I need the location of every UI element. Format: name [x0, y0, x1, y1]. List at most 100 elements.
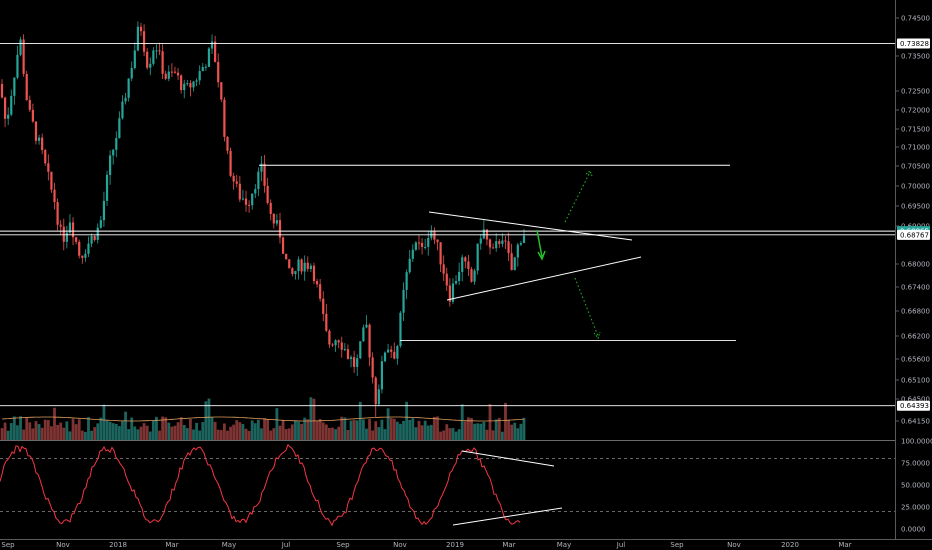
price-tick-label: 0.66800: [901, 308, 930, 316]
candle-body: [139, 26, 143, 32]
volume-bar: [37, 424, 41, 440]
price-axis[interactable]: 0.74500 0.73500 0.72500 0.72000 0.71500 0.710…: [895, 0, 932, 540]
candle-body: [522, 235, 526, 243]
volume-bar: [87, 417, 90, 440]
candle-body: [275, 220, 278, 224]
volume-bar: [139, 426, 143, 440]
candle: [312, 262, 316, 285]
candle-body: [47, 163, 50, 172]
candle-body: [513, 257, 516, 271]
drawings: [0, 43, 895, 407]
time-axis[interactable]: Sep Nov 2018 Mar May Jul Sep Nov 2019 Mar May Jul Se…: [0, 539, 932, 550]
candle-body: [220, 82, 223, 100]
volume-bar: [507, 419, 510, 440]
volume-bar: [90, 430, 93, 440]
candle-body: [152, 50, 155, 64]
candle-body: [41, 137, 44, 151]
price-label-bg: [897, 400, 930, 411]
candle: [220, 82, 223, 102]
candle-body: [467, 261, 470, 270]
candle-body: [371, 357, 374, 378]
volume-bar: [25, 417, 29, 440]
time-tick-label: Nov: [727, 541, 741, 549]
volume-bar: [426, 425, 430, 440]
candle-body: [226, 136, 229, 151]
candle: [356, 354, 359, 377]
volume-bar: [491, 430, 495, 440]
candle: [380, 355, 384, 394]
time-tick-label: Sep: [336, 541, 350, 549]
candle: [96, 223, 99, 244]
volume-bar: [105, 420, 109, 440]
candle-body: [331, 344, 334, 346]
osc-tick-label: 0.0000: [901, 526, 926, 534]
volume-bar: [121, 421, 124, 440]
volume-bar: [297, 421, 300, 440]
candle-body: [312, 265, 316, 282]
candle: [232, 172, 235, 190]
candle-body: [448, 285, 451, 302]
volume-bar: [408, 419, 412, 440]
candle-body: [3, 97, 7, 119]
volume-bar: [429, 424, 433, 440]
candle: [28, 95, 31, 113]
candle-body: [149, 63, 152, 68]
candle: [99, 215, 102, 229]
volume-bar: [337, 426, 341, 440]
candle: [343, 343, 346, 352]
volume-bar: [179, 417, 183, 440]
candle: [127, 78, 130, 102]
candle: [291, 267, 294, 277]
candle: [207, 46, 211, 67]
candle-body: [461, 257, 464, 272]
volume-bar: [414, 427, 418, 440]
candle-body: [269, 202, 272, 214]
candle: [19, 36, 22, 57]
candle-body: [451, 283, 455, 302]
price-tick-label: 0.72000: [901, 107, 930, 115]
candle-body: [285, 253, 288, 260]
candle: [25, 70, 28, 101]
candle-body: [445, 273, 448, 286]
candle-body: [399, 312, 402, 346]
price-label-badge: 0.64393: [897, 400, 930, 411]
candle-body: [383, 352, 387, 362]
candle-body: [309, 265, 312, 269]
volume-bar: [309, 397, 313, 440]
candle-body: [50, 171, 53, 190]
candle: [210, 34, 214, 54]
candle-body: [204, 66, 207, 68]
osc-upper-trendline: [461, 450, 555, 467]
candles: [0, 21, 526, 418]
candle: [254, 184, 257, 198]
candle: [424, 238, 427, 250]
price-tick-label: 0.71500: [901, 126, 930, 134]
candle: [44, 148, 47, 166]
volume-bar: [0, 428, 4, 440]
candle: [473, 268, 476, 285]
candle-body: [349, 357, 353, 359]
candle-body: [75, 237, 78, 242]
time-tick-label: Jul: [281, 541, 291, 549]
candle: [167, 65, 170, 82]
volume-bar: [195, 422, 198, 440]
volume-bar: [294, 420, 297, 440]
candle-body: [359, 341, 362, 359]
candle: [365, 315, 368, 329]
volume-bar: [43, 419, 47, 440]
volume-bar: [62, 427, 66, 440]
volume-bar: [417, 420, 421, 440]
volume-bar: [275, 408, 279, 440]
candle-body: [28, 99, 31, 110]
candle: [189, 80, 192, 97]
candle: [155, 44, 158, 59]
candle-body: [62, 226, 65, 242]
candle: [451, 278, 455, 305]
volume-bar: [46, 420, 50, 440]
volume-bar: [250, 420, 254, 440]
volume-bar: [99, 417, 103, 440]
candle: [315, 279, 319, 288]
volume-bar: [40, 427, 44, 440]
volume-bar: [451, 428, 455, 440]
